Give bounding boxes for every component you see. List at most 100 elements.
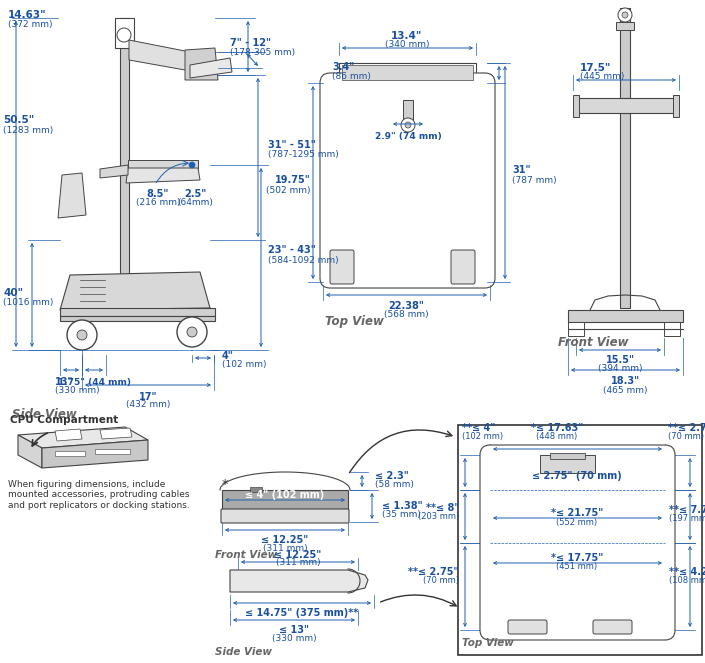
- Polygon shape: [185, 48, 218, 80]
- Text: (372 mm): (372 mm): [8, 19, 52, 29]
- Text: Front View: Front View: [558, 337, 628, 349]
- Bar: [550, 453, 585, 459]
- Text: 13.4": 13.4": [391, 31, 423, 41]
- Text: ≤ 2.3": ≤ 2.3": [375, 471, 409, 481]
- Polygon shape: [230, 570, 368, 592]
- Circle shape: [618, 8, 632, 22]
- Bar: [342, 65, 473, 80]
- Bar: [339, 63, 476, 83]
- FancyBboxPatch shape: [593, 620, 632, 634]
- Text: (64mm): (64mm): [177, 198, 213, 206]
- Text: 31" - 51": 31" - 51": [268, 140, 316, 150]
- Text: (448 mm): (448 mm): [537, 432, 577, 442]
- Text: Front View: Front View: [215, 550, 277, 560]
- Bar: [673, 95, 679, 117]
- Polygon shape: [58, 173, 86, 218]
- Polygon shape: [60, 272, 210, 310]
- FancyBboxPatch shape: [221, 509, 349, 523]
- Text: *≤ 17.63": *≤ 17.63": [531, 423, 583, 433]
- Text: 2.9" (74 mm): 2.9" (74 mm): [374, 131, 441, 141]
- Text: (1016 mm): (1016 mm): [3, 298, 54, 308]
- Text: (502 mm): (502 mm): [266, 186, 311, 194]
- Polygon shape: [18, 435, 42, 468]
- Bar: [250, 487, 262, 492]
- Polygon shape: [100, 165, 128, 178]
- Text: (203 mm): (203 mm): [418, 512, 459, 522]
- Text: ≤ 2.75" (70 mm): ≤ 2.75" (70 mm): [532, 471, 622, 481]
- FancyBboxPatch shape: [480, 445, 675, 640]
- Text: (58 mm): (58 mm): [375, 481, 414, 489]
- Text: **≤ 4": **≤ 4": [462, 423, 495, 433]
- Text: *≤ 21.75": *≤ 21.75": [551, 508, 603, 518]
- Text: When figuring dimensions, include
mounted accessories, protruding cables
and por: When figuring dimensions, include mounte…: [8, 480, 190, 510]
- Circle shape: [401, 118, 415, 132]
- Circle shape: [189, 162, 195, 168]
- Text: 13": 13": [55, 377, 73, 387]
- Text: (102 mm): (102 mm): [222, 359, 266, 369]
- Text: (102 mm): (102 mm): [462, 432, 503, 442]
- Text: 23" - 43": 23" - 43": [268, 245, 316, 255]
- Bar: [60, 308, 215, 316]
- Text: **≤ 4.25": **≤ 4.25": [669, 567, 705, 577]
- Text: (108 mm): (108 mm): [669, 577, 705, 585]
- Text: (445 mm): (445 mm): [580, 72, 625, 82]
- Text: ≤ 12.25": ≤ 12.25": [274, 550, 321, 560]
- Bar: [573, 95, 579, 117]
- Bar: [664, 322, 680, 336]
- Text: (197 mm): (197 mm): [669, 514, 705, 524]
- Circle shape: [187, 327, 197, 337]
- Bar: [568, 310, 683, 322]
- Polygon shape: [126, 168, 200, 183]
- Text: 17.5": 17.5": [580, 63, 611, 73]
- Text: ≤ 4" (102 mm): ≤ 4" (102 mm): [245, 490, 324, 500]
- Text: (70 mm): (70 mm): [668, 432, 704, 442]
- Text: (465 mm): (465 mm): [603, 385, 647, 394]
- Text: (584-1092 mm): (584-1092 mm): [268, 255, 338, 265]
- Text: (1283 mm): (1283 mm): [3, 125, 54, 135]
- Bar: [95, 449, 130, 454]
- Text: (70 mm): (70 mm): [423, 577, 459, 585]
- Text: (311 mm): (311 mm): [276, 558, 320, 568]
- Text: 3.4": 3.4": [332, 62, 354, 72]
- Text: (394 mm): (394 mm): [598, 365, 642, 373]
- Bar: [115, 18, 134, 48]
- FancyBboxPatch shape: [451, 250, 475, 284]
- Circle shape: [622, 12, 628, 18]
- Bar: [403, 100, 413, 122]
- Bar: [620, 8, 630, 98]
- Circle shape: [77, 330, 87, 340]
- Circle shape: [67, 320, 97, 350]
- Text: (216 mm): (216 mm): [136, 198, 180, 206]
- Text: 2.5": 2.5": [184, 189, 206, 199]
- Text: Side View: Side View: [12, 408, 77, 422]
- Polygon shape: [18, 427, 148, 448]
- Text: (330 mm): (330 mm): [55, 385, 99, 394]
- Text: 40": 40": [3, 288, 23, 298]
- Text: ≤ 14.75" (375 mm)**: ≤ 14.75" (375 mm)**: [245, 608, 359, 618]
- Text: (330 mm): (330 mm): [271, 634, 317, 642]
- Text: **≤ 8": **≤ 8": [426, 503, 459, 513]
- Polygon shape: [129, 40, 195, 70]
- Bar: [128, 160, 198, 168]
- Text: Top View: Top View: [462, 638, 514, 648]
- Bar: [620, 113, 630, 308]
- Text: (311 mm): (311 mm): [263, 544, 307, 552]
- Text: Top View: Top View: [325, 316, 384, 328]
- Text: 4": 4": [222, 351, 234, 361]
- Text: (178-305 mm): (178-305 mm): [230, 48, 295, 56]
- Bar: [616, 22, 634, 30]
- Text: (35 mm): (35 mm): [382, 511, 421, 520]
- Bar: [60, 316, 215, 321]
- Bar: [568, 322, 584, 336]
- Text: (432 mm): (432 mm): [125, 400, 170, 410]
- Text: Side View: Side View: [215, 647, 272, 657]
- Polygon shape: [42, 440, 148, 468]
- Text: *≤ 17.75": *≤ 17.75": [551, 553, 603, 563]
- Text: 22.38": 22.38": [388, 301, 424, 311]
- Text: *: *: [222, 478, 228, 491]
- Text: 7" - 12": 7" - 12": [230, 38, 271, 48]
- Text: (787 mm): (787 mm): [512, 176, 557, 184]
- Polygon shape: [100, 428, 132, 439]
- Text: **≤ 2.75": **≤ 2.75": [668, 423, 705, 433]
- Text: (86 mm): (86 mm): [332, 72, 371, 80]
